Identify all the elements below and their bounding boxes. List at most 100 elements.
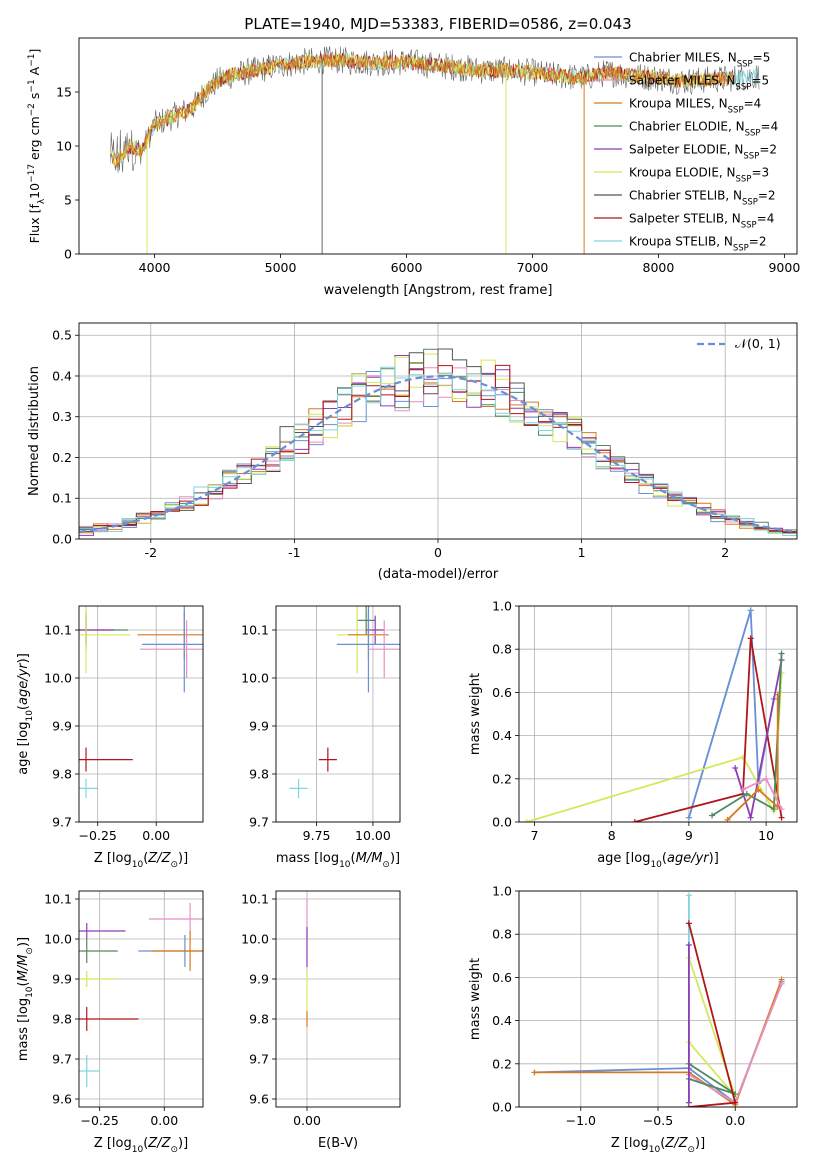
x-tick-label: −0.25 — [81, 1113, 119, 1128]
error-bar-point — [79, 939, 118, 963]
y-tick-label: 9.8 — [249, 1012, 269, 1027]
ticks: 9.75 10.00 9.7 9.8 9.9 10.0 10.1 — [241, 623, 391, 844]
x-tick-label: −0.25 — [79, 828, 117, 843]
residuals-panel: -2 -1 0 1 2 0.0 0.1 0.2 0.3 0.4 0.5 𝒩(0, 1) (data-mo… — [27, 322, 798, 582]
x-axis-label: age [log10(age/yr)] — [597, 851, 719, 870]
y-tick-label: 9.7 — [249, 1052, 269, 1067]
y-tick-label: 9.9 — [52, 972, 72, 987]
mass-weight-marker — [778, 980, 785, 987]
x-tick-label: 8 — [608, 828, 616, 843]
y-tick-label: 0.2 — [52, 450, 72, 465]
ticks: −0.25 0.00 9.7 9.8 9.9 10.0 10.1 — [44, 623, 170, 844]
y-tick-label: 15 — [56, 85, 72, 100]
x-tick-label: 0 — [434, 545, 442, 560]
error-bar-point — [366, 615, 385, 645]
y-tick-label: 0.4 — [52, 368, 72, 383]
x-tick-label: 9.75 — [303, 828, 331, 843]
y-tick-label: 0.8 — [492, 642, 512, 657]
legend-label: Chabrier MILES, NSSP=5 — [629, 51, 770, 70]
x-tick-label: 10 — [758, 828, 774, 843]
plot-area — [79, 606, 203, 798]
ticks: −1.0 −0.5 0.0 0.0 0.2 0.4 0.6 0.8 1.0 — [492, 884, 745, 1129]
mass-weight-marker — [523, 819, 530, 822]
x-tick-label: 5000 — [265, 260, 297, 275]
weight-vs-z-panel: −1.0 −0.5 0.0 0.0 0.2 0.4 0.6 0.8 1.0 Z [log10(Z/… — [468, 884, 798, 1155]
y-tick-label: 9.8 — [52, 767, 72, 782]
x-tick-label: 6000 — [391, 260, 423, 275]
axes-frame — [78, 322, 798, 540]
mass-weight-marker — [739, 786, 746, 793]
mass-weight-marker — [531, 1069, 538, 1076]
y-tick-label: 10.0 — [44, 932, 72, 947]
y-tick-label: 10 — [56, 139, 72, 154]
x-tick-label: −1.0 — [566, 1113, 596, 1128]
plot-area — [79, 903, 203, 1087]
y-tick-label: 0.2 — [492, 771, 512, 786]
y-axis-label: Normed distribution — [27, 366, 42, 496]
y-tick-label: 0.8 — [492, 927, 512, 942]
y-tick-label: 9.9 — [52, 719, 72, 734]
mass-weight-marker — [774, 691, 781, 698]
mass-weight-marker — [732, 1099, 739, 1106]
mass-weight-marker — [778, 814, 785, 821]
x-tick-label: 7000 — [517, 260, 549, 275]
mass-weight-line — [634, 638, 783, 822]
y-tick-label: 9.8 — [249, 767, 269, 782]
y-tick-label: 10.0 — [241, 932, 269, 947]
spectrum-data-line — [110, 46, 760, 173]
normal-curve — [79, 375, 797, 533]
mass-weight-line — [726, 694, 779, 821]
plot-area — [523, 607, 785, 822]
x-tick-label: 2 — [721, 545, 729, 560]
y-tick-label: 0.4 — [492, 728, 512, 743]
ticks: −0.25 0.00 9.6 9.7 9.8 9.9 10.0 10.1 — [44, 892, 178, 1129]
y-tick-label: 10.1 — [241, 892, 269, 907]
x-tick-label: 0.00 — [150, 1113, 178, 1128]
axes-frame — [78, 605, 204, 823]
y-tick-label: 9.6 — [52, 1092, 72, 1107]
legend-label: Kroupa MILES, NSSP=4 — [629, 97, 761, 116]
legend-label: Salpeter MILES, NSSP=5 — [629, 74, 769, 93]
spectrum-model-line — [110, 53, 734, 168]
error-bar-point — [79, 778, 98, 798]
legend-label: Chabrier ELODIE, NSSP=4 — [629, 120, 778, 139]
y-axis-label: mass weight — [468, 673, 483, 755]
mass-weight-marker — [709, 812, 716, 819]
y-tick-label: 0.6 — [492, 970, 512, 985]
mass-weight-marker — [631, 819, 638, 822]
spectrum-panel: 4000 5000 6000 7000 8000 9000 0 5 10 15 wavelength… — [27, 37, 800, 298]
residual-histogram — [79, 366, 797, 536]
plot-area — [306, 899, 308, 1027]
mass-vs-ebv-panel: 0.000.029.69.79.89.910.010.1E(B-V) — [241, 890, 401, 1151]
legend-label: Kroupa STELIB, NSSP=2 — [629, 235, 767, 254]
y-tick-label: 0.2 — [492, 1056, 512, 1071]
y-tick-label: 10.0 — [241, 671, 269, 686]
axes-frame — [78, 37, 798, 255]
mass-weight-marker — [685, 920, 692, 927]
legend-label: Salpeter STELIB, NSSP=4 — [629, 212, 774, 231]
mass-weight-marker — [763, 775, 770, 782]
y-tick-label: 0.0 — [52, 532, 72, 547]
y-tick-label: 0.3 — [52, 409, 72, 424]
error-bar-point — [79, 923, 126, 939]
y-tick-label: 9.7 — [52, 815, 72, 830]
y-axis-label: mass [log10(M/M⊙)] — [16, 937, 35, 1061]
x-tick-label: 4000 — [139, 260, 171, 275]
x-tick-label: 0.00 — [142, 828, 170, 843]
y-tick-label: 10.1 — [44, 623, 72, 638]
y-tick-label: 0 — [64, 247, 72, 262]
y-axis-label: mass weight — [468, 958, 483, 1040]
mass-weight-line — [688, 610, 775, 818]
error-bar-point — [139, 620, 203, 678]
x-tick-label: 9000 — [768, 260, 800, 275]
weight-vs-age-panel: 7 8 9 10 0.0 0.2 0.4 0.6 0.8 1.0 age [log10(age/yr… — [468, 599, 798, 870]
y-axis-label: age [log10(age/yr)] — [16, 653, 35, 775]
y-axis-label: Flux [fλ10−17 erg cm−2 s−1 A−1] — [27, 49, 47, 244]
mass-weight-marker — [778, 806, 785, 813]
error-bar-point — [151, 931, 203, 971]
x-axis-label: Z [log10(Z/Z⊙)] — [94, 1136, 188, 1155]
legend-label: 𝒩(0, 1) — [735, 336, 781, 351]
mass-weight-marker — [732, 765, 739, 771]
ticks: 7 8 9 10 0.0 0.2 0.4 0.6 0.8 1.0 — [492, 599, 774, 844]
